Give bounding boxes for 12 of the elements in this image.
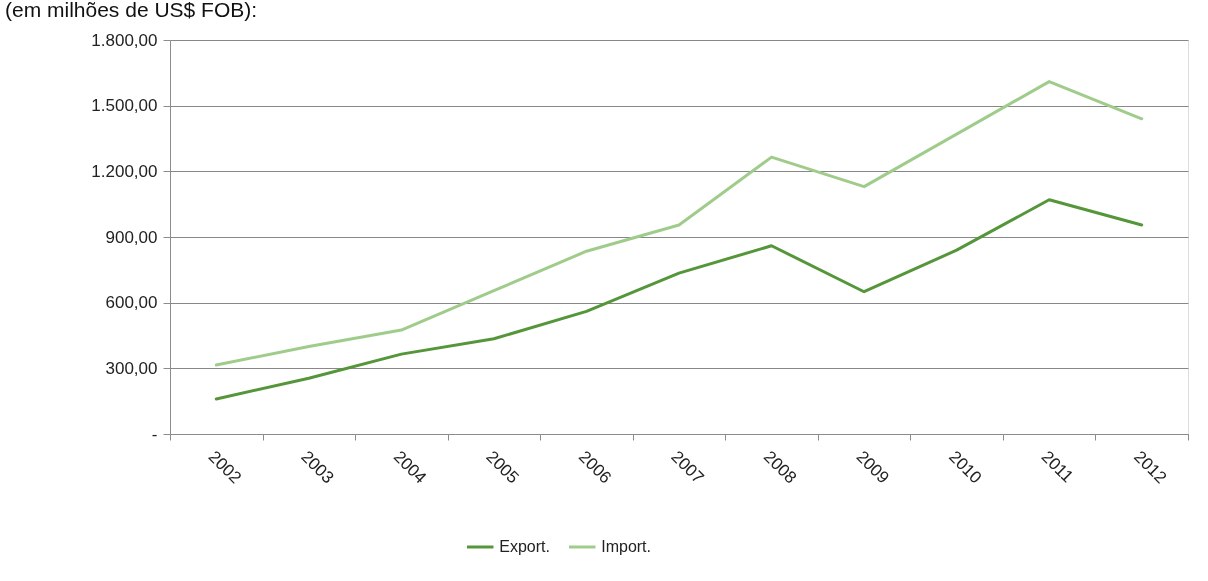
y-tick-label: 1.200,00 (91, 161, 158, 181)
y-tick-label: 900,00 (105, 227, 158, 247)
y-tick-label: 600,00 (105, 293, 158, 313)
line-series (214, 80, 1144, 367)
chart-title: (em milhões de US$ FOB): (5, 0, 258, 21)
y-tick-label: 300,00 (105, 358, 158, 378)
line-series (214, 198, 1144, 401)
y-tick-label: 1.800,00 (91, 30, 158, 50)
y-tick-label: 1.500,00 (91, 96, 158, 116)
y-tick-label: - (151, 424, 158, 444)
legend-label: Import. (601, 538, 652, 555)
legend-label: Export. (499, 538, 550, 555)
